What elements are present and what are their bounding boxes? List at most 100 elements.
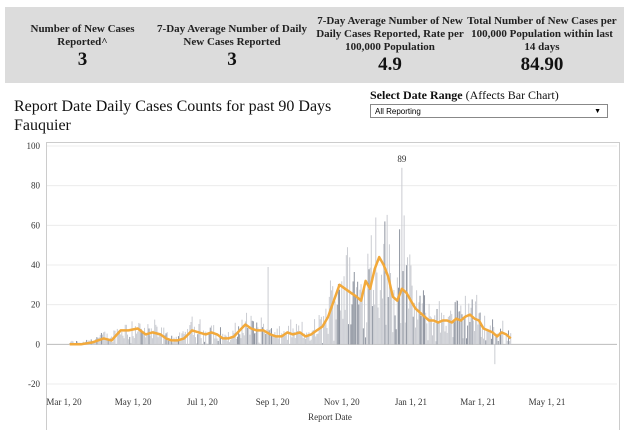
daily-case-bar bbox=[256, 323, 257, 345]
daily-case-bar bbox=[223, 340, 224, 345]
daily-case-bar bbox=[365, 337, 366, 344]
daily-case-bar bbox=[379, 318, 380, 344]
daily-case-bar bbox=[251, 316, 252, 345]
daily-case-bar bbox=[336, 319, 337, 344]
daily-case-bar bbox=[238, 326, 239, 344]
daily-case-bar bbox=[136, 334, 137, 345]
daily-case-bar bbox=[129, 337, 130, 344]
daily-case-bar bbox=[362, 297, 363, 344]
daily-case-bar bbox=[474, 331, 475, 344]
daily-case-bar bbox=[389, 244, 390, 344]
daily-case-bar bbox=[446, 326, 447, 345]
daily-case-bar bbox=[494, 344, 495, 364]
daily-case-bar bbox=[333, 341, 334, 345]
daily-case-bar bbox=[376, 273, 377, 345]
daily-case-bar bbox=[287, 340, 288, 344]
daily-case-bar bbox=[490, 325, 491, 344]
daily-case-bar bbox=[323, 316, 324, 344]
daily-case-bar bbox=[404, 215, 405, 344]
daily-case-bar bbox=[451, 314, 452, 344]
daily-case-bar bbox=[367, 254, 368, 345]
daily-case-bar bbox=[152, 338, 153, 344]
daily-case-bar bbox=[463, 338, 464, 344]
y-tick-label: 60 bbox=[31, 220, 41, 230]
daily-case-bar bbox=[392, 332, 393, 344]
daily-case-bar bbox=[342, 319, 343, 345]
daily-case-bar bbox=[230, 340, 231, 345]
daily-case-bar bbox=[391, 291, 392, 345]
daily-case-bar bbox=[124, 338, 125, 344]
daily-case-bar bbox=[382, 299, 383, 345]
daily-case-bar bbox=[378, 307, 379, 344]
daily-case-bar bbox=[464, 317, 465, 344]
daily-case-bar bbox=[125, 325, 126, 345]
x-tick-label: Jul 1, 20 bbox=[187, 397, 218, 407]
daily-case-bar bbox=[271, 328, 272, 344]
daily-case-bar bbox=[383, 244, 384, 344]
daily-case-bar bbox=[364, 289, 365, 344]
daily-case-bar bbox=[432, 335, 433, 344]
daily-case-bar bbox=[198, 324, 199, 344]
daily-case-bar bbox=[306, 333, 307, 345]
daily-case-bar bbox=[418, 302, 419, 344]
daily-case-bar bbox=[316, 334, 317, 344]
daily-case-bar bbox=[317, 333, 318, 344]
daily-case-bar bbox=[327, 328, 328, 344]
daily-case-bar bbox=[416, 290, 417, 344]
daily-case-bar bbox=[388, 297, 389, 344]
x-axis-label: Report Date bbox=[308, 412, 352, 422]
daily-case-bar bbox=[290, 319, 291, 344]
daily-case-bar bbox=[331, 290, 332, 344]
daily-case-bar bbox=[210, 328, 211, 345]
daily-case-bar bbox=[127, 335, 128, 345]
daily-case-bar bbox=[441, 313, 442, 345]
daily-case-bar bbox=[128, 339, 129, 344]
daily-case-bar bbox=[491, 339, 492, 344]
daily-case-bar bbox=[244, 335, 245, 344]
daily-case-bar bbox=[146, 334, 147, 344]
daily-case-bar bbox=[204, 342, 205, 344]
daily-case-bar bbox=[227, 341, 228, 345]
daily-case-bar bbox=[144, 328, 145, 344]
daily-case-bar bbox=[158, 337, 159, 344]
daily-case-bar bbox=[353, 281, 354, 344]
daily-case-bar bbox=[197, 334, 198, 344]
daily-case-bar bbox=[201, 338, 202, 344]
daily-case-bar bbox=[112, 342, 113, 344]
daily-case-bar bbox=[435, 341, 436, 344]
daily-case-bar bbox=[472, 299, 473, 344]
daily-case-bar bbox=[133, 336, 134, 344]
daily-case-bar bbox=[218, 341, 219, 344]
daily-case-bar bbox=[259, 343, 260, 345]
daily-case-bar bbox=[247, 328, 248, 344]
daily-case-bar bbox=[403, 271, 404, 344]
daily-case-bar bbox=[324, 324, 325, 344]
daily-case-bar bbox=[340, 310, 341, 344]
daily-case-bar bbox=[447, 333, 448, 344]
daily-case-bar bbox=[395, 315, 396, 344]
daily-case-bar bbox=[285, 336, 286, 345]
daily-case-bar bbox=[415, 328, 416, 345]
daily-case-bar bbox=[384, 221, 385, 344]
daily-case-bar bbox=[482, 329, 483, 344]
daily-case-bar bbox=[437, 309, 438, 344]
daily-case-bar bbox=[194, 327, 195, 345]
x-tick-label: Mar 1, 21 bbox=[460, 397, 495, 407]
daily-case-bar bbox=[369, 269, 370, 344]
daily-case-bar bbox=[396, 329, 397, 344]
daily-case-bar bbox=[412, 286, 413, 345]
daily-case-bar bbox=[322, 343, 323, 344]
daily-case-bar bbox=[145, 337, 146, 344]
daily-case-bar bbox=[456, 300, 457, 344]
daily-case-bar bbox=[346, 255, 347, 344]
daily-case-bar bbox=[373, 290, 374, 344]
daily-case-bar bbox=[421, 316, 422, 344]
daily-case-bar bbox=[465, 296, 466, 344]
daily-case-bar bbox=[400, 323, 401, 344]
daily-case-bar bbox=[408, 309, 409, 345]
daily-case-bar bbox=[172, 342, 173, 344]
daily-case-bar bbox=[149, 328, 150, 344]
daily-case-bar bbox=[452, 337, 453, 344]
daily-case-bar bbox=[252, 321, 253, 345]
daily-case-bar bbox=[405, 323, 406, 345]
